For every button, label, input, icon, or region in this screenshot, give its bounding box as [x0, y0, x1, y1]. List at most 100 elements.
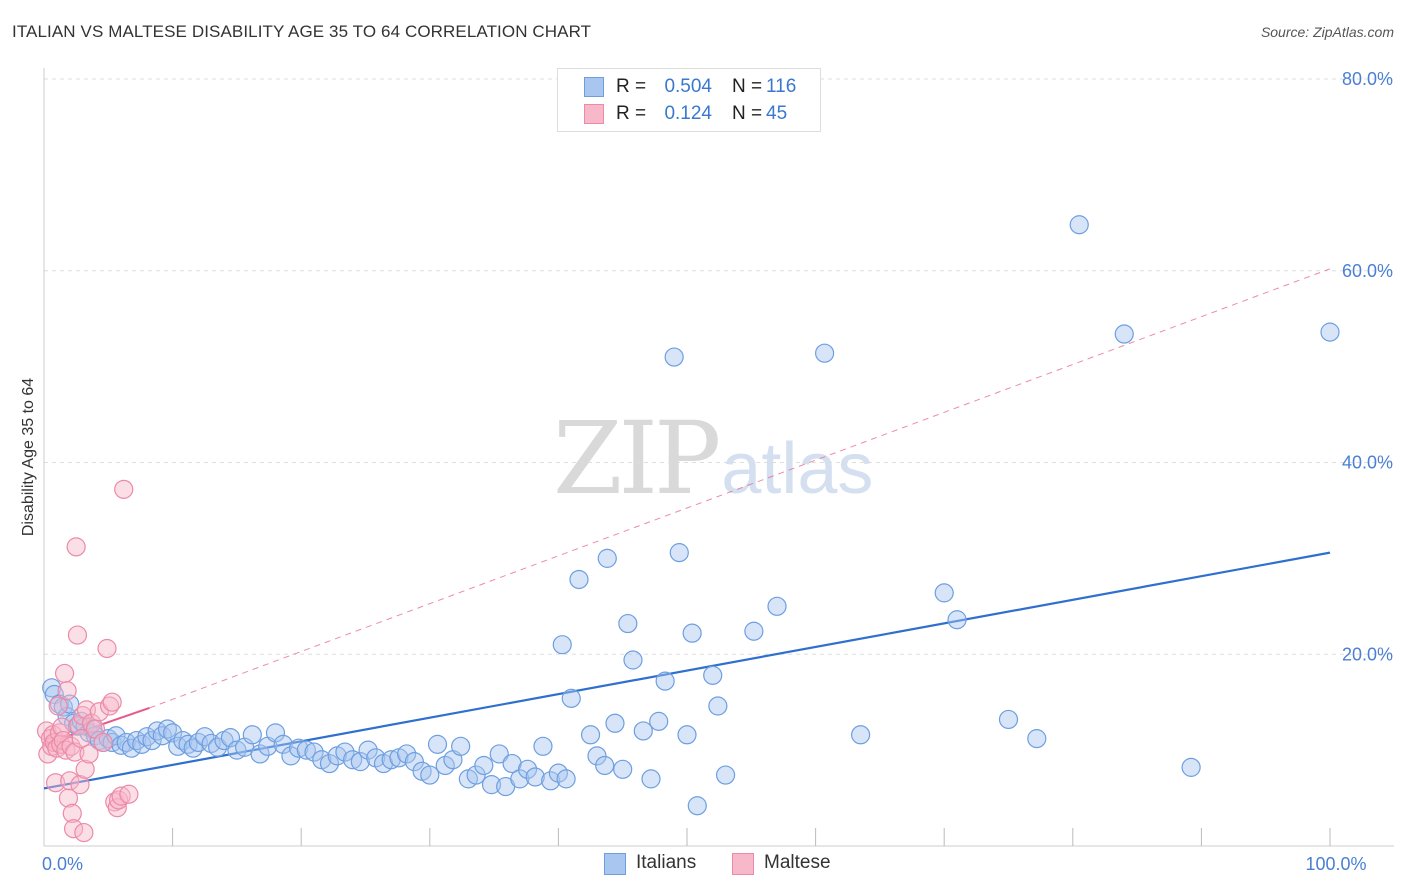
italians-point [664, 347, 684, 367]
italians-point [427, 734, 448, 754]
italians-point [655, 671, 675, 691]
italians-point [525, 767, 545, 787]
italians-point [157, 719, 178, 739]
italians-point [358, 740, 378, 760]
italians-point [561, 688, 581, 708]
italians-point [595, 755, 615, 776]
trend-lines [43, 268, 1331, 790]
italians-point [296, 740, 316, 760]
italians-point [489, 744, 509, 764]
maltese-point [89, 702, 109, 722]
italians-point [703, 665, 723, 685]
italians-point [597, 548, 617, 568]
maltese-point [114, 479, 134, 499]
italians-point [580, 725, 601, 745]
italians-point [319, 753, 340, 774]
italians-point [142, 730, 162, 751]
italians-legend-swatch [604, 853, 626, 875]
italians-point [242, 725, 262, 745]
italians-point [173, 730, 193, 751]
italians-point [587, 746, 607, 766]
maltese-point [111, 786, 131, 806]
italians-point [605, 713, 625, 733]
maltese-legend-swatch [732, 853, 754, 875]
italians-point [273, 734, 293, 754]
maltese-trend-extension [149, 268, 1331, 709]
tick-labels: 20.0% 40.0% 60.0% 80.0% 0.0% 100.0% [42, 69, 1393, 874]
italians-point [304, 742, 324, 762]
n-value: 116 [766, 76, 797, 97]
italians-point [669, 543, 689, 563]
italians-point [335, 742, 355, 762]
italians-point [998, 709, 1019, 730]
maltese-point [48, 696, 68, 716]
maltese-point [74, 822, 94, 843]
n-label: N = [732, 103, 763, 124]
maltese-point [45, 773, 66, 793]
y-tick-label: 60.0% [1342, 261, 1393, 281]
italians-point [682, 623, 702, 643]
stats-legend: R = 0.504 N = 116 R = 0.124 N = 45 [557, 68, 821, 132]
italians-point [548, 763, 569, 783]
maltese-point [58, 788, 79, 808]
chart-title: ITALIAN VS MALTESE DISABILITY AGE 35 TO … [12, 22, 592, 41]
grid-lines [44, 78, 1394, 655]
maltese-point [62, 803, 82, 824]
r-value: 0.124 [664, 103, 712, 124]
maltese-point [57, 681, 77, 701]
n-label: N = [732, 76, 763, 97]
r-label: R = [616, 76, 647, 97]
x-tick-label: 100.0% [1305, 854, 1366, 874]
maltese-point [119, 784, 139, 804]
italians-point [350, 752, 370, 772]
italians-point [1027, 729, 1047, 749]
maltese-point [75, 759, 95, 779]
italians-point [677, 725, 697, 745]
maltese-swatch [584, 104, 604, 124]
italians-point [934, 583, 954, 603]
axis-ticks [172, 828, 1331, 846]
y-tick-label: 80.0% [1342, 69, 1393, 89]
italians-point [552, 635, 572, 655]
maltese-point [66, 537, 86, 557]
italians-point [420, 765, 440, 785]
italians-point [1320, 322, 1340, 342]
italians-point [510, 769, 530, 789]
italians-point [451, 736, 471, 756]
maltese-point [71, 729, 91, 749]
maltese-point [70, 775, 90, 795]
italians-point [715, 765, 736, 785]
maltese-point [67, 625, 88, 645]
italians-point [404, 752, 424, 772]
italians-point [767, 596, 787, 616]
y-axis-title: Disability Age 35 to 64 [20, 378, 37, 536]
italians-point [947, 610, 967, 630]
r-value: 0.504 [664, 76, 712, 97]
maltese-point [79, 744, 99, 764]
maltese-point [63, 819, 84, 839]
italians-point [623, 650, 643, 670]
maltese-point [54, 663, 75, 684]
y-tick-label: 40.0% [1342, 453, 1393, 473]
maltese-point [97, 638, 117, 659]
italians-point [265, 723, 286, 743]
italians-point [474, 755, 494, 776]
italians-point [649, 711, 669, 731]
italians-point [569, 569, 589, 590]
italians-point [137, 727, 157, 747]
italians-trend-line [43, 551, 1331, 790]
italians-point [618, 613, 638, 634]
n-value: 45 [766, 103, 788, 124]
maltese-point [102, 692, 122, 712]
italians-point [466, 765, 486, 785]
italians-point [183, 738, 203, 758]
italians-point [126, 730, 147, 751]
italians-point [1114, 324, 1134, 344]
r-label: R = [616, 103, 647, 124]
maltese-legend-label: Maltese [764, 852, 831, 873]
italians-point [250, 744, 270, 764]
italians-point [815, 343, 835, 363]
italians-point [343, 750, 363, 770]
italians-point [1069, 215, 1089, 235]
italians-point [541, 771, 561, 791]
